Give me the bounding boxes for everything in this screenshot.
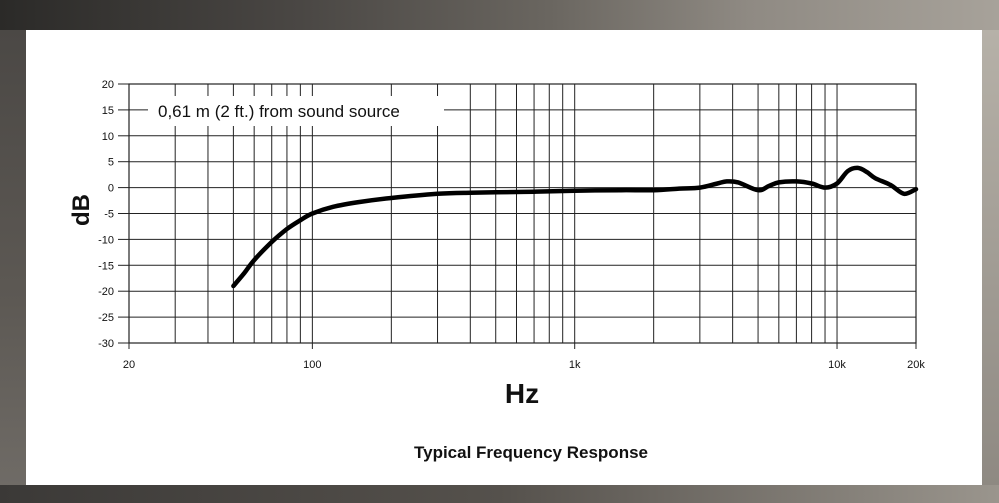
- y-tick-label: -25: [98, 312, 114, 324]
- y-axis-label: dB: [68, 194, 95, 226]
- y-tick-label: -30: [98, 338, 114, 350]
- x-tick-label: 20k: [907, 359, 925, 371]
- x-tick-label: 20: [123, 359, 135, 371]
- x-axis-label: Hz: [505, 378, 539, 409]
- x-tick-label: 1k: [569, 359, 581, 371]
- annotation-label: 0,61 m (2 ft.) from sound source: [158, 102, 400, 121]
- chart-title: Typical Frequency Response: [414, 443, 648, 462]
- y-tick-label: 15: [102, 105, 114, 117]
- y-tick-label: -10: [98, 234, 114, 246]
- y-tick-label: 10: [102, 131, 114, 143]
- y-tick-labels: 20 15 10 5 0 -5 -10 -15 -20 -25 -30: [98, 79, 129, 350]
- series-line: [231, 165, 919, 289]
- y-tick-label: -5: [104, 209, 114, 221]
- y-tick-label: 5: [108, 157, 114, 169]
- y-tick-label: -15: [98, 260, 114, 272]
- y-tick-label: -20: [98, 286, 114, 298]
- background-left: [0, 30, 26, 485]
- x-tick-label: 100: [303, 359, 321, 371]
- background-bottom: [0, 485, 999, 503]
- background-top: [0, 0, 999, 30]
- y-tick-label: 20: [102, 79, 114, 91]
- background-right: [982, 30, 999, 485]
- annotation-background: [148, 96, 444, 126]
- x-tick-label: 10k: [828, 359, 846, 371]
- x-tick-labels: 20 100 1k 10k 20k: [123, 343, 925, 371]
- y-tick-label: 0: [108, 183, 114, 195]
